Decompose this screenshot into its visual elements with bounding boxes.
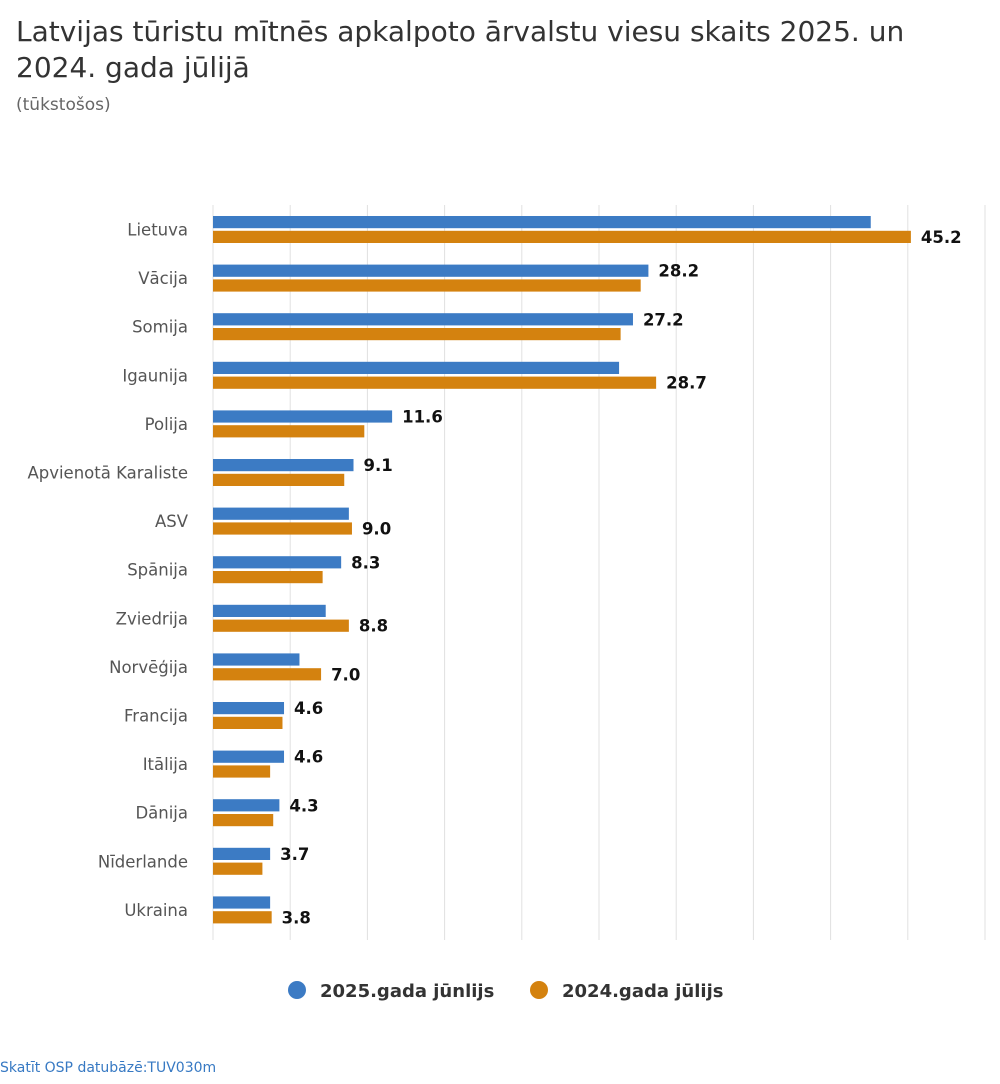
bar-2024: [213, 814, 274, 827]
bar-2025: [213, 750, 285, 763]
category-label: ASV: [155, 512, 189, 531]
category-label: Somija: [132, 318, 188, 337]
bar-2025: [213, 896, 271, 909]
category-label: Norvēģija: [109, 658, 188, 677]
category-label: Igaunija: [122, 366, 188, 385]
bar-2024: [213, 473, 345, 486]
data-label: 4.3: [289, 796, 318, 815]
bar-2025: [213, 799, 280, 812]
bar-2024: [213, 668, 322, 681]
legend-item-2025[interactable]: 2025.gada jūnlijs: [288, 981, 494, 1002]
bar-2025: [213, 459, 354, 472]
category-label: Vācija: [138, 269, 188, 288]
bar-2025: [213, 507, 349, 520]
category-label: Itālija: [143, 755, 188, 774]
legend-marker: [288, 981, 306, 999]
category-label: Nīderlande: [98, 852, 188, 871]
category-label: Polija: [145, 415, 188, 434]
chart-title: Latvijas tūristu mītnēs apkalpoto ārvals…: [16, 15, 905, 84]
data-label: 8.3: [351, 553, 380, 572]
bar-2025: [213, 702, 285, 715]
legend-label: 2024.gada jūlijs: [562, 981, 723, 1002]
data-label: 11.6: [402, 408, 443, 427]
bar-2024: [213, 619, 349, 632]
bar-2024: [213, 230, 911, 243]
bar-2024: [213, 765, 271, 778]
bar-2024: [213, 279, 641, 292]
bar-2025: [213, 410, 393, 423]
bar-2024: [213, 328, 621, 341]
bar-2025: [213, 313, 633, 326]
bar-2025: [213, 653, 300, 666]
bar-2024: [213, 376, 657, 389]
category-label: Francija: [124, 707, 188, 726]
bar-2025: [213, 361, 620, 374]
category-label: Lietuva: [127, 221, 188, 240]
data-label: 28.2: [658, 262, 699, 281]
data-label: 3.7: [280, 845, 309, 864]
bar-2025: [213, 847, 271, 860]
data-label: 7.0: [331, 665, 360, 684]
legend-label: 2025.gada jūnlijs: [320, 981, 494, 1002]
bar-2025: [213, 556, 342, 569]
legend-item-2024[interactable]: 2024.gada jūlijs: [530, 981, 723, 1002]
bar-2025: [213, 604, 326, 617]
bar-2025: [213, 264, 649, 277]
database-source-link[interactable]: Skatīt OSP datubāzē:TUV030m: [0, 1060, 217, 1076]
data-label: 27.2: [643, 310, 684, 329]
data-label: 45.2: [921, 228, 962, 247]
legend-marker: [530, 981, 548, 999]
data-label: 3.8: [282, 908, 311, 927]
data-label: 28.7: [666, 374, 707, 393]
data-label: 8.8: [359, 617, 388, 636]
category-label: Apvienotā Karaliste: [27, 464, 188, 483]
data-label: 9.1: [364, 456, 393, 475]
bar-2024: [213, 425, 365, 438]
data-label: 4.6: [294, 699, 323, 718]
bar-2024: [213, 571, 323, 584]
category-label: Spānija: [127, 561, 188, 580]
bar-2024: [213, 716, 283, 729]
chart-subtitle: (tūkstošos): [16, 95, 111, 115]
category-label: Ukraina: [124, 901, 188, 920]
data-label: 4.6: [294, 748, 323, 767]
category-label: Dānija: [135, 804, 188, 823]
bar-2024: [213, 522, 352, 535]
bar-2025: [213, 216, 871, 229]
data-label: 9.0: [362, 520, 391, 539]
bar-2024: [213, 911, 272, 924]
bar-2024: [213, 862, 263, 875]
category-label: Zviedrija: [116, 609, 188, 628]
